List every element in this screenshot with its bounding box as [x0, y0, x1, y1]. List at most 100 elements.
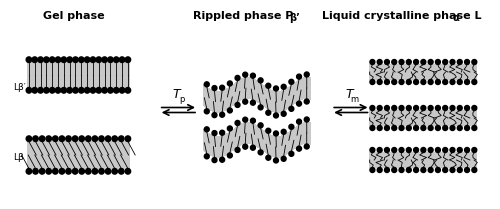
Circle shape: [106, 168, 111, 174]
Bar: [293, 83, 294, 105]
Bar: [204, 85, 205, 107]
Text: Lβ′: Lβ′: [12, 84, 26, 93]
Bar: [247, 77, 248, 99]
Bar: [270, 89, 272, 111]
Bar: [291, 84, 292, 106]
Bar: [300, 123, 301, 145]
Bar: [303, 122, 304, 144]
Bar: [209, 88, 210, 110]
Text: α: α: [453, 13, 460, 23]
Circle shape: [464, 125, 469, 130]
Bar: [300, 124, 301, 145]
Circle shape: [38, 88, 44, 93]
Circle shape: [125, 88, 130, 93]
Circle shape: [399, 60, 404, 65]
Bar: [214, 136, 215, 158]
Circle shape: [204, 127, 209, 132]
Bar: [231, 85, 232, 107]
Bar: [256, 80, 257, 102]
Bar: [211, 134, 212, 156]
Bar: [299, 124, 300, 146]
Bar: [249, 77, 250, 99]
Bar: [370, 152, 478, 168]
Bar: [218, 136, 219, 158]
Bar: [270, 134, 271, 156]
Bar: [258, 81, 259, 103]
Bar: [290, 85, 291, 107]
Circle shape: [450, 125, 455, 130]
Bar: [263, 85, 264, 107]
Bar: [308, 77, 309, 99]
Text: Rippled phase P: Rippled phase P: [193, 11, 293, 21]
Bar: [262, 84, 263, 106]
Circle shape: [464, 148, 469, 153]
Circle shape: [458, 106, 462, 111]
Circle shape: [472, 79, 477, 84]
Circle shape: [86, 136, 91, 141]
Bar: [230, 130, 232, 152]
Circle shape: [228, 126, 232, 131]
Bar: [273, 135, 274, 157]
Bar: [242, 78, 243, 100]
Bar: [246, 77, 247, 99]
Circle shape: [26, 88, 32, 93]
Bar: [310, 78, 311, 99]
Bar: [258, 126, 259, 148]
Circle shape: [414, 148, 418, 153]
Text: T: T: [345, 88, 352, 102]
Circle shape: [384, 167, 390, 172]
Bar: [222, 90, 223, 112]
Bar: [247, 77, 248, 99]
Bar: [249, 122, 250, 144]
Circle shape: [450, 148, 455, 153]
Bar: [206, 131, 207, 153]
Circle shape: [46, 136, 52, 141]
Bar: [260, 83, 261, 104]
Bar: [206, 87, 207, 109]
Circle shape: [443, 167, 448, 172]
Bar: [242, 78, 243, 100]
Circle shape: [125, 57, 130, 62]
Bar: [370, 110, 478, 126]
Bar: [248, 77, 249, 99]
Circle shape: [472, 148, 477, 153]
Bar: [206, 132, 207, 154]
Circle shape: [421, 148, 426, 153]
Bar: [217, 136, 218, 158]
Bar: [301, 78, 302, 100]
Bar: [244, 122, 246, 144]
Text: p: p: [180, 94, 185, 103]
Bar: [264, 86, 265, 108]
Bar: [235, 82, 236, 104]
Bar: [27, 62, 130, 88]
Bar: [308, 77, 309, 99]
Circle shape: [212, 158, 217, 163]
Bar: [229, 132, 230, 154]
Circle shape: [458, 60, 462, 65]
Circle shape: [377, 106, 382, 111]
Circle shape: [414, 60, 418, 65]
Circle shape: [289, 124, 294, 129]
Bar: [243, 78, 244, 100]
Bar: [244, 122, 245, 144]
Circle shape: [96, 88, 102, 93]
Circle shape: [304, 99, 309, 104]
Bar: [226, 88, 227, 110]
Bar: [276, 91, 277, 113]
Bar: [289, 86, 290, 108]
Circle shape: [421, 125, 426, 130]
Bar: [269, 134, 270, 155]
Bar: [287, 132, 288, 154]
Bar: [232, 129, 233, 151]
Bar: [304, 122, 305, 144]
Bar: [277, 91, 278, 113]
Bar: [302, 78, 304, 99]
Circle shape: [428, 125, 433, 130]
Bar: [228, 87, 229, 109]
Bar: [260, 128, 261, 150]
Bar: [208, 88, 210, 110]
Bar: [261, 128, 262, 150]
Bar: [290, 130, 291, 152]
Bar: [282, 90, 283, 112]
Circle shape: [289, 151, 294, 156]
